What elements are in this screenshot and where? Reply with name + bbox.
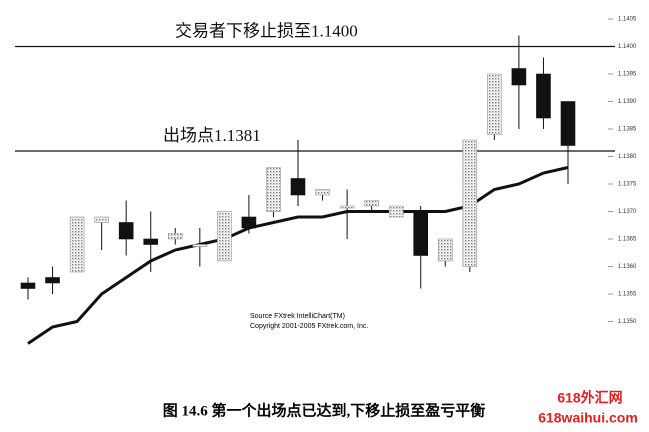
y-tick-label: 1.1380 — [618, 154, 637, 160]
level-label: 交易者下移止损至1.1400 — [175, 21, 358, 40]
y-tick-label: 1.1355 — [618, 292, 637, 298]
y-tick-label: 1.1370 — [618, 209, 637, 215]
candle-body — [511, 68, 527, 86]
candle-body — [388, 205, 404, 218]
caption: 图 14.6 第一个出场点已达到,下移止损至盈亏平衡 — [163, 401, 486, 419]
y-tick-label: 1.1365 — [618, 237, 637, 243]
y-tick-label: 1.1400 — [618, 44, 637, 50]
level-label: 出场点1.1381 — [163, 126, 261, 145]
candle-body — [462, 139, 478, 267]
candle-body — [94, 216, 109, 223]
source-text: Copyright 2001-2005 FXtrek.com, Inc. — [250, 323, 368, 330]
candle-body — [20, 282, 36, 289]
candle-body — [536, 73, 551, 119]
candle-body — [217, 211, 232, 262]
y-tick-label: 1.1375 — [618, 182, 637, 188]
watermark: 618waihui.com — [538, 410, 638, 426]
y-tick-label: 1.1350 — [618, 319, 637, 325]
candle-body — [69, 216, 85, 273]
moving-average — [27, 166, 569, 345]
candle-body — [45, 277, 60, 284]
watermark: 618外汇网 — [557, 390, 622, 406]
candle-body — [290, 178, 306, 196]
y-tick-label: 1.1395 — [618, 72, 637, 78]
candle-body — [339, 205, 355, 209]
candle-body — [315, 189, 330, 196]
y-tick-label: 1.1390 — [618, 99, 637, 105]
candle-body — [487, 73, 502, 135]
candle-body — [143, 238, 159, 245]
candle-body — [413, 211, 429, 256]
candle-body — [266, 167, 281, 212]
candle-body — [437, 238, 453, 262]
candle-body — [118, 222, 134, 240]
candle-body — [241, 216, 257, 229]
y-tick-label: 1.1385 — [618, 127, 637, 133]
source-text: Source FXtrek IntelliChart(TM) — [250, 313, 345, 320]
y-tick-label: 1.1360 — [618, 264, 637, 270]
candle-body — [364, 200, 379, 207]
candle-body — [167, 233, 183, 240]
y-tick-label: 1.1405 — [618, 17, 637, 23]
candle-body — [192, 244, 208, 247]
candle-body — [560, 101, 576, 146]
